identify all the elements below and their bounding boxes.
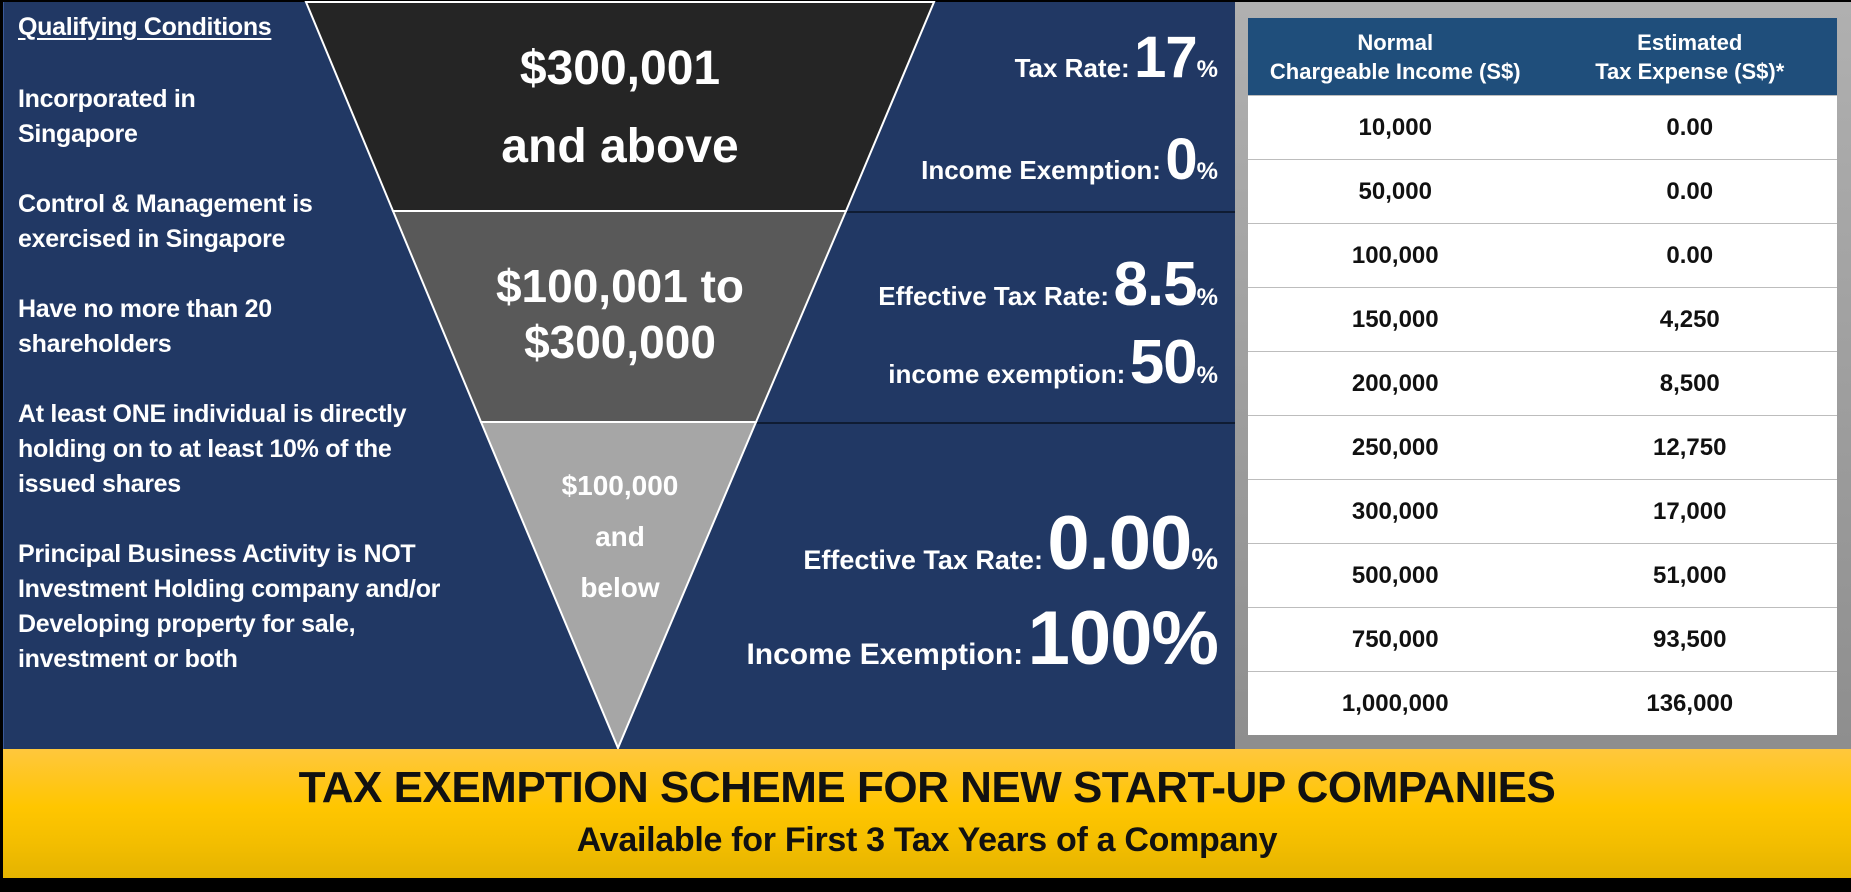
tier-bottom-tax-rate: Effective Tax Rate: 0.00%: [803, 500, 1218, 587]
income-cell: 500,000: [1248, 543, 1543, 608]
tax-cell: 12,750: [1542, 415, 1837, 480]
condition-item: Have no more than 20 shareholders: [18, 295, 272, 358]
rate-label: Effective Tax Rate:: [878, 281, 1109, 311]
rate-unit: %: [1191, 543, 1218, 576]
table-row: 500,000 51,000: [1248, 543, 1837, 608]
table-row: 50,000 0.00: [1248, 159, 1837, 224]
tax-cell: 0.00: [1542, 95, 1837, 160]
rate-label: Tax Rate:: [1014, 53, 1130, 83]
table-row: 200,000 8,500: [1248, 351, 1837, 416]
tax-cell: 0.00: [1542, 223, 1837, 288]
tax-cell: 4,250: [1542, 287, 1837, 352]
tax-expense-table: Normal Chargeable Income (S$) Estimated …: [1248, 18, 1837, 735]
banner-title: TAX EXEMPTION SCHEME FOR NEW START-UP CO…: [298, 763, 1556, 812]
tier-bottom-income-exemption: Income Exemption: 100%: [746, 595, 1219, 682]
column-header-income: Normal Chargeable Income (S$): [1248, 18, 1543, 96]
tax-cell: 93,500: [1542, 607, 1837, 672]
exemption-label: Income Exemption:: [921, 155, 1161, 185]
table-row: 300,000 17,000: [1248, 479, 1837, 544]
income-cell: 100,000: [1248, 223, 1543, 288]
exemption-unit: %: [1196, 362, 1218, 389]
income-cell: 300,000: [1248, 479, 1543, 544]
tax-cell: 0.00: [1542, 159, 1837, 224]
table-row: 1,000,000 136,000: [1248, 671, 1837, 735]
exemption-value: 100%: [1027, 596, 1219, 681]
banner-subtitle: Available for First 3 Tax Years of a Com…: [576, 821, 1278, 859]
condition-item: Control & Management is exercised in Sin…: [18, 190, 313, 253]
table-header-row: Normal Chargeable Income (S$) Estimated …: [1248, 18, 1837, 96]
rate-value: 0.00: [1047, 501, 1192, 586]
tax-cell: 136,000: [1542, 671, 1837, 735]
rate-value: 8.5: [1113, 250, 1197, 319]
exemption-value: 0: [1165, 127, 1197, 192]
table-row: 750,000 93,500: [1248, 607, 1837, 672]
rate-unit: %: [1196, 284, 1218, 311]
exemption-unit: %: [1196, 158, 1218, 185]
income-cell: 50,000: [1248, 159, 1543, 224]
income-cell: 200,000: [1248, 351, 1543, 416]
rate-label: Effective Tax Rate:: [803, 545, 1043, 575]
condition-item: At least ONE individual is directly hold…: [18, 400, 407, 498]
condition-item: Incorporated in Singapore: [18, 85, 196, 148]
tier-label-top: $300,001 and above: [501, 42, 739, 173]
exemption-label: Income Exemption:: [746, 638, 1024, 671]
tax-cell: 51,000: [1542, 543, 1837, 608]
tier-top-income-exemption: Income Exemption: 0%: [921, 126, 1218, 193]
income-cell: 10,000: [1248, 95, 1543, 160]
tier-divider: [846, 211, 1235, 213]
tier-label-middle: $100,001 to $300,000: [495, 260, 745, 368]
income-cell: 250,000: [1248, 415, 1543, 480]
exemption-label: income exemption:: [888, 359, 1126, 389]
tier-label-bottom: $100,000 and below: [561, 470, 679, 603]
table-row: 150,000 4,250: [1248, 287, 1837, 352]
tax-cell: 8,500: [1542, 351, 1837, 416]
tier-divider: [756, 422, 1235, 424]
exemption-value: 50: [1129, 328, 1198, 397]
income-cell: 750,000: [1248, 607, 1543, 672]
table-row: 250,000 12,750: [1248, 415, 1837, 480]
table-row: 10,000 0.00: [1248, 95, 1837, 160]
qualifying-conditions-title: Qualifying Conditions: [18, 13, 272, 41]
funnel-diagram: [304, 1, 936, 751]
footer-banner: TAX EXEMPTION SCHEME FOR NEW START-UP CO…: [3, 749, 1851, 878]
rate-unit: %: [1196, 56, 1218, 83]
rate-value: 17: [1134, 25, 1198, 90]
column-header-tax: Estimated Tax Expense (S$)*: [1542, 18, 1837, 96]
tier-middle-income-exemption: income exemption: 50%: [888, 327, 1218, 398]
table-row: 100,000 0.00: [1248, 223, 1837, 288]
funnel-tier-bottom: [479, 421, 758, 751]
tier-middle-tax-rate: Effective Tax Rate: 8.5%: [878, 249, 1218, 320]
tax-cell: 17,000: [1542, 479, 1837, 544]
tier-top-tax-rate: Tax Rate: 17%: [1015, 24, 1218, 91]
condition-item: Principal Business Activity is NOT Inves…: [18, 540, 441, 673]
income-cell: 150,000: [1248, 287, 1543, 352]
income-cell: 1,000,000: [1248, 671, 1543, 735]
